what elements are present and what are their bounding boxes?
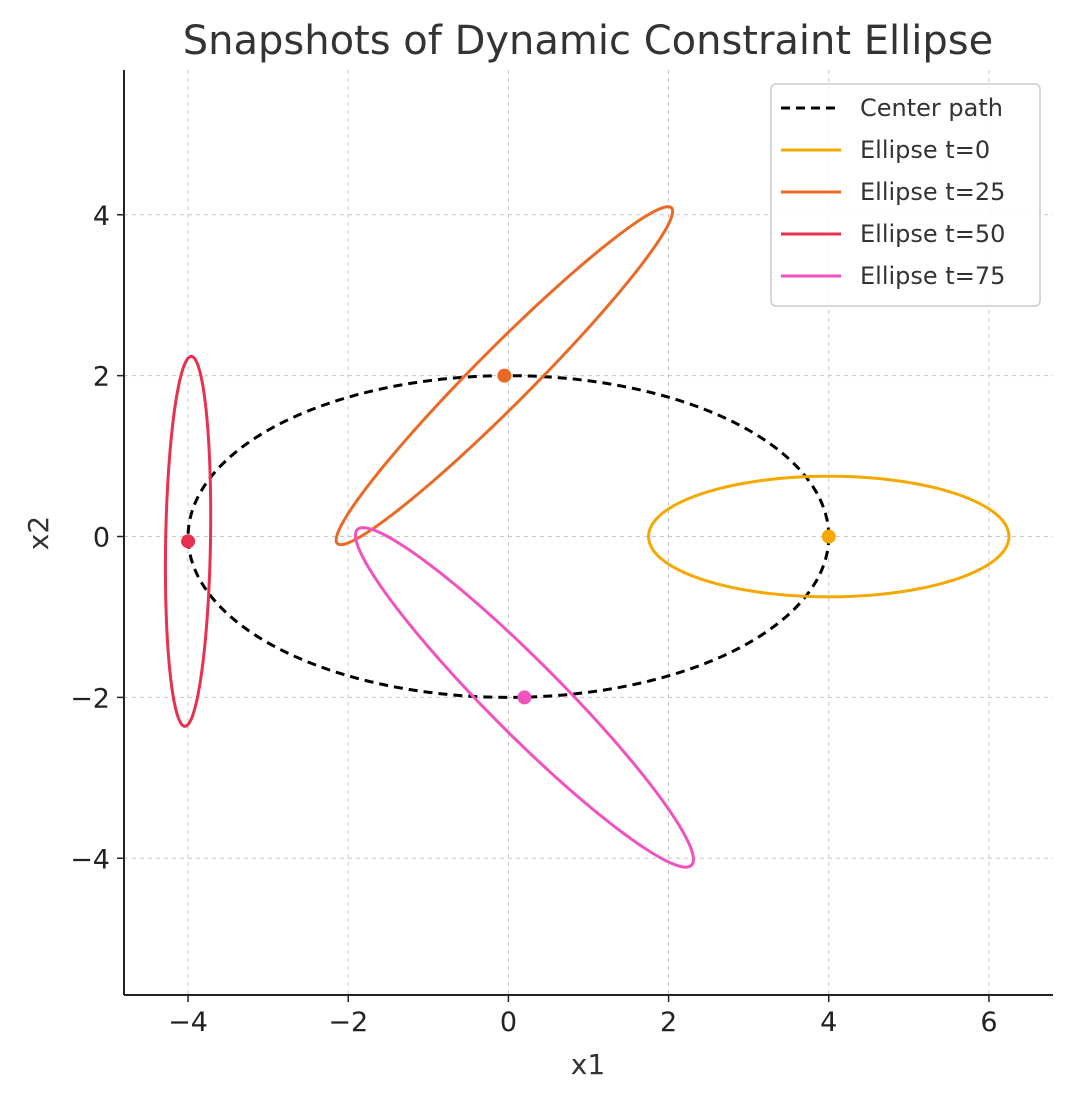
x-tick-label: 6 (980, 1007, 997, 1038)
ellipse-t0 (647, 474, 1011, 599)
legend-label: Ellipse t=75 (860, 262, 1005, 290)
legend-label: Ellipse t=25 (860, 178, 1005, 206)
ellipse-center-marker (497, 368, 512, 383)
x-tick-label: 2 (660, 1007, 677, 1038)
ellipse-t50 (163, 354, 213, 728)
y-tick-label: 0 (93, 523, 110, 554)
ellipse-center-marker (181, 534, 196, 549)
legend-label: Ellipse t=0 (860, 136, 990, 164)
y-tick-label: −2 (70, 683, 110, 714)
ellipse-t75 (353, 526, 695, 869)
plot-area (163, 205, 1011, 869)
x-tick-label: −4 (168, 1007, 208, 1038)
x-tick-label: −2 (328, 1007, 368, 1038)
ellipse-center-marker (821, 529, 836, 544)
legend-label: Ellipse t=50 (860, 220, 1005, 248)
chart-title: Snapshots of Dynamic Constraint Ellipse (183, 18, 994, 64)
x-axis-label: x1 (571, 1048, 605, 1081)
y-tick-label: 2 (93, 362, 110, 393)
tick-labels: −4 −2 0 2 4 6 −4 −2 0 2 4 (70, 201, 997, 1038)
y-axis-label: x2 (22, 516, 55, 550)
legend: Center path Ellipse t=0 Ellipse t=25 Ellips… (770, 83, 1041, 307)
ellipse-center-marker (517, 690, 532, 705)
legend-box (770, 83, 1041, 307)
y-tick-label: −4 (70, 844, 110, 875)
legend-label: Center path (860, 94, 1003, 122)
center-path-line (186, 374, 831, 699)
ellipse-t25 (334, 205, 675, 547)
y-tick-label: 4 (93, 201, 110, 232)
axes (117, 70, 1053, 1002)
x-tick-label: 0 (500, 1007, 517, 1038)
x-tick-label: 4 (820, 1007, 837, 1038)
